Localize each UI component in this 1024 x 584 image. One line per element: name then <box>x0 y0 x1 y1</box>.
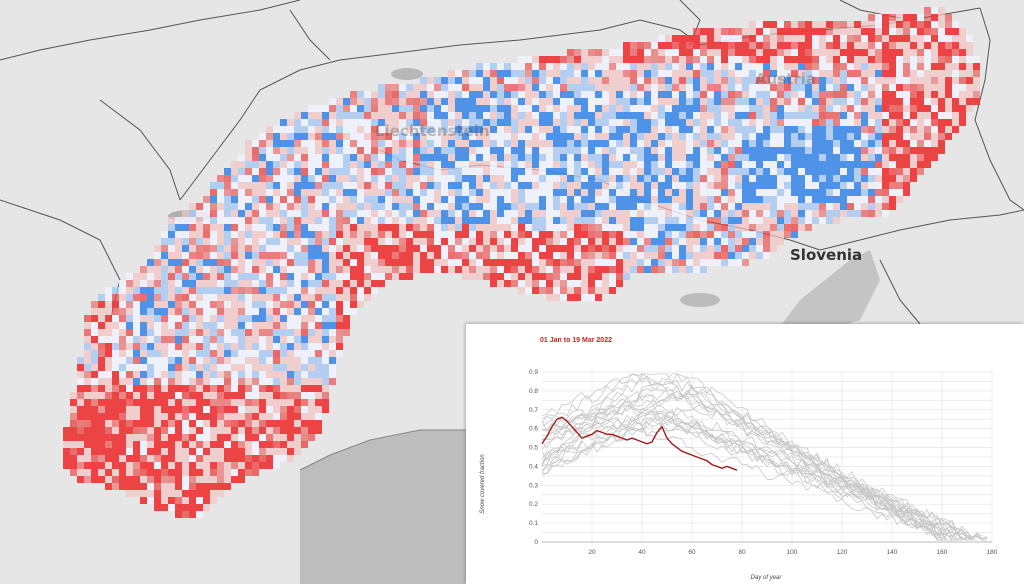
y-tick-label: 0.8 <box>529 388 538 395</box>
y-tick-label: 0 <box>534 539 538 546</box>
y-tick-label: 0.75 <box>525 397 538 404</box>
reference-year-line <box>541 421 953 541</box>
label-austria: Austria <box>755 70 817 88</box>
y-tick-label: 0.9 <box>529 369 538 376</box>
reference-year-line <box>541 385 983 539</box>
y-tick-label: 0.2 <box>529 501 538 508</box>
x-axis-label: Day of year <box>751 575 783 581</box>
y-tick-label: 0.6 <box>529 426 538 433</box>
reference-year-line <box>541 377 973 541</box>
x-tick-label: 60 <box>688 549 696 556</box>
x-tick-label: 80 <box>738 549 746 556</box>
y-tick-label: 0.4 <box>529 463 538 470</box>
x-tick-label: 40 <box>638 549 646 556</box>
snow-cover-chart: 0 0.05 0.1 0.15 0.2 0.25 0.3 0.35 0.4 0.45 0.5 0.55… <box>480 369 998 581</box>
x-tick-label: 100 <box>787 549 798 556</box>
y-tick-label: 0.45 <box>525 454 538 461</box>
label-slovenia: Slovenia <box>790 246 863 264</box>
reference-year-line <box>541 373 948 541</box>
reference-year-line <box>541 403 973 541</box>
reference-year-line <box>541 417 987 541</box>
label-liechtenstein: Liechtenstein <box>375 122 490 140</box>
y-tick-label: 0.15 <box>525 511 538 518</box>
reference-year-line <box>541 414 958 541</box>
y-tick-label: 0.25 <box>525 492 538 499</box>
y-tick-label: 0.1 <box>529 520 538 527</box>
y-axis-label: Snow covered fraction <box>480 454 486 514</box>
y-tick-label: 0.55 <box>525 435 538 442</box>
x-tick-label: 120 <box>837 549 848 556</box>
reference-year-line <box>541 373 963 541</box>
x-tick-label: 160 <box>937 549 948 556</box>
reference-year-line <box>541 393 983 541</box>
y-tick-label: 0.3 <box>529 482 538 489</box>
y-tick-label: 0.7 <box>529 407 538 414</box>
x-tick-label: 180 <box>987 549 998 556</box>
y-tick-label: 0.35 <box>525 473 538 480</box>
y-tick-label: 0.5 <box>529 445 538 452</box>
reference-year-line <box>541 391 988 541</box>
reference-year-line <box>541 387 948 541</box>
mediterranean-sea <box>300 430 466 584</box>
y-tick-label: 0.05 <box>525 530 538 537</box>
reference-year-line <box>541 414 962 541</box>
y-tick-label: 0.85 <box>525 378 538 385</box>
snow-cover-chart-panel: 01 Jan to 19 Mar 2022 0 0.05 0.1 0.15 0.2 0.2… <box>466 324 1024 584</box>
season-2022-line <box>541 416 738 471</box>
chart-title: 01 Jan to 19 Mar 2022 <box>540 337 612 344</box>
x-tick-label: 140 <box>887 549 898 556</box>
y-tick-label: 0.65 <box>525 416 538 423</box>
x-tick-label: 20 <box>588 549 596 556</box>
